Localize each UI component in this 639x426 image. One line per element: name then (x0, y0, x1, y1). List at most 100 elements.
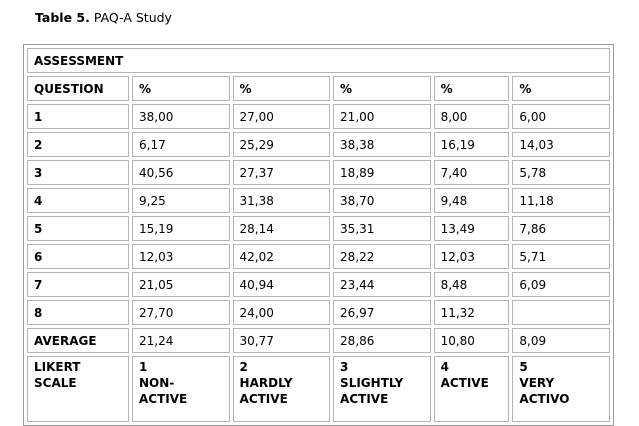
table-cell: 13,49 (433, 216, 510, 241)
cell-value: 31,38 (239, 193, 274, 208)
table-cell: 7 (27, 272, 130, 297)
table-cell: 40,94 (232, 272, 331, 297)
table-cell: 28,86 (333, 328, 431, 353)
table-cell: 4 ACTIVE (433, 356, 510, 422)
table-cell: 1 NON-ACTIVE (132, 356, 230, 422)
caption-title: PAQ-A Study (93, 10, 172, 25)
table-cell: % (232, 76, 331, 101)
cell-value: 23,44 (340, 277, 375, 292)
row-label: 3 (34, 165, 43, 180)
table-cell: % (132, 76, 230, 101)
likert-level: SLIGHTLY ACTIVE (340, 376, 404, 406)
table-cell: 3 (27, 160, 130, 185)
table-cell: 6 (27, 244, 130, 269)
table-cell: 15,19 (132, 216, 230, 241)
cell-value: 12,03 (139, 249, 174, 264)
cell-value: 5,78 (519, 165, 547, 180)
cell-value: 38,70 (340, 193, 375, 208)
cell-value: 9,25 (139, 193, 166, 208)
row-label: AVERAGE (34, 333, 97, 348)
column-header: % (239, 81, 252, 96)
cell-value: 14,03 (519, 137, 554, 152)
cell-value: 26,97 (340, 305, 375, 320)
table-cell: 12,03 (433, 244, 510, 269)
table-cell: 11,18 (512, 188, 610, 213)
table-row: 4 9,25 31,38 38,70 9,48 11,18 (27, 188, 610, 213)
table-row: QUESTION%%%%% (27, 76, 610, 101)
table-cell: 38,38 (333, 132, 431, 157)
table-cell: 8,00 (433, 104, 510, 129)
table-cell: 14,03 (512, 132, 610, 157)
table-cell: 28,22 (333, 244, 431, 269)
row-label: 7 (34, 277, 43, 292)
table-cell: 6,17 (132, 132, 230, 157)
table-cell: 27,00 (232, 104, 331, 129)
table-row: LIKERT SCALE 1 NON-ACTIVE 2 HARDLY ACTIVE 3 SL… (27, 356, 610, 422)
average-value: 30,77 (239, 333, 274, 348)
cell-value: 21,05 (139, 277, 174, 292)
table-cell: 24,00 (232, 300, 331, 325)
table-cell: % (333, 76, 431, 101)
table-cell: 9,48 (433, 188, 510, 213)
cell-value: 8,48 (440, 277, 468, 292)
table-cell: 25,29 (232, 132, 331, 157)
table-cell: 30,77 (232, 328, 331, 353)
table-cell: 2 (27, 132, 130, 157)
column-header: % (139, 81, 152, 96)
table-cell: 6,09 (512, 272, 610, 297)
table-row: 8 27,70 24,00 26,97 11,32 (27, 300, 610, 325)
likert-number: 4 (440, 360, 449, 374)
table-cell: 21,00 (333, 104, 431, 129)
table-cell: 3 SLIGHTLY ACTIVE (333, 356, 431, 422)
column-header: % (340, 81, 353, 96)
table-cell: LIKERT SCALE (27, 356, 130, 422)
table-cell: 7,40 (433, 160, 510, 185)
cell-value: 12,03 (440, 249, 475, 264)
table-cell: 5 VERY ACTIVO (512, 356, 610, 422)
row-label: 6 (34, 249, 43, 264)
cell-value: 16,19 (440, 137, 475, 152)
table-row: 7 21,05 40,94 23,44 8,48 6,09 (27, 272, 610, 297)
column-header: % (440, 81, 453, 96)
cell-value: 7,86 (519, 221, 547, 236)
cell-value: 5,71 (519, 249, 547, 264)
cell-value: 40,56 (139, 165, 174, 180)
table-cell: 21,05 (132, 272, 230, 297)
average-value: 10,80 (440, 333, 475, 348)
cell-value: 6,17 (139, 137, 166, 152)
cell-value: 38,38 (340, 137, 375, 152)
cell-value: 42,02 (239, 249, 274, 264)
table-cell: 8,09 (512, 328, 610, 353)
table-cell: 2 HARDLY ACTIVE (232, 356, 331, 422)
cell-value: 15,19 (139, 221, 174, 236)
cell-value: 8,00 (440, 109, 468, 124)
table-cell: 16,19 (433, 132, 510, 157)
cell-value: 28,22 (340, 249, 375, 264)
table-cell: 7,86 (512, 216, 610, 241)
table-cell: ASSESSMENT (27, 48, 610, 73)
table-cell: 6,00 (512, 104, 610, 129)
table-cell (512, 300, 610, 325)
likert-number: 3 (340, 360, 349, 374)
table-cell: 42,02 (232, 244, 331, 269)
table-caption: Table 5. PAQ-A Study (35, 10, 172, 25)
table-cell: % (433, 76, 510, 101)
table-cell: 27,37 (232, 160, 331, 185)
table-cell: 12,03 (132, 244, 230, 269)
cell-value: 28,14 (239, 221, 274, 236)
table-row: AVERAGE 21,24 30,77 28,86 10,80 8,09 (27, 328, 610, 353)
data-table: ASSESSMENT QUESTION%%%%% 1 38,00 27,00 21,00 8… (23, 44, 614, 426)
table-row: 3 40,56 27,37 18,89 7,40 5,78 (27, 160, 610, 185)
cell-value: 27,70 (139, 305, 174, 320)
cell-value: 38,00 (139, 109, 174, 124)
cell-value: 35,31 (340, 221, 375, 236)
table-cell: QUESTION (27, 76, 130, 101)
cell-value: 25,29 (239, 137, 274, 152)
table-cell: 31,38 (232, 188, 331, 213)
table-cell: 26,97 (333, 300, 431, 325)
table-row: 6 12,03 42,02 28,22 12,03 5,71 (27, 244, 610, 269)
likert-number: 5 (519, 360, 528, 374)
row-label: 5 (34, 221, 43, 236)
average-value: 8,09 (519, 333, 547, 348)
cell-value: 40,94 (239, 277, 274, 292)
